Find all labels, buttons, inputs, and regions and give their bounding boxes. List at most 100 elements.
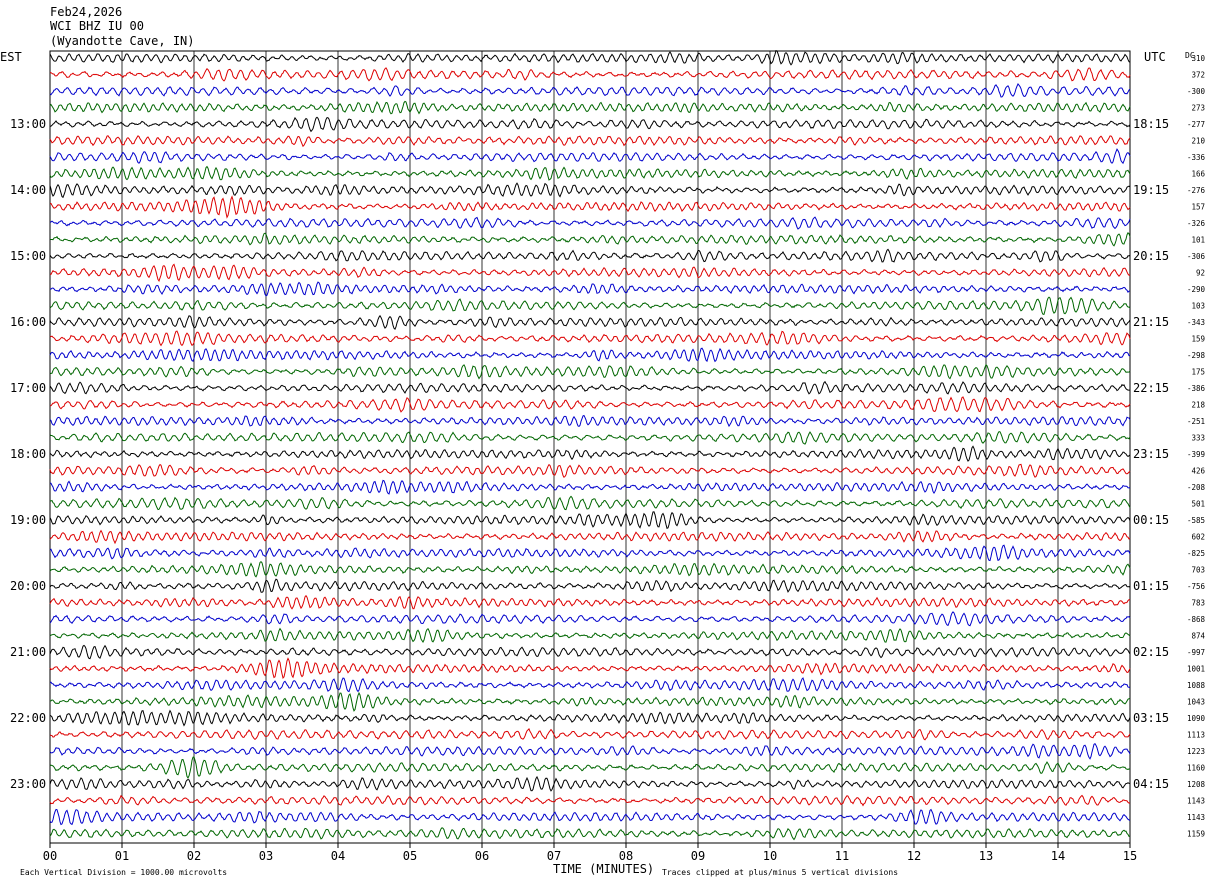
x-tick-label: 10: [763, 849, 777, 863]
left-hour-label: 14:00: [10, 183, 46, 197]
left-hour-label: 18:00: [10, 447, 46, 461]
dc-offset-label: -336: [1187, 153, 1206, 162]
seismic-trace: [49, 100, 1131, 115]
dc-offset-label: 159: [1191, 335, 1205, 344]
dc-offset-labels: 310 372 -300 273 -277 210 -336 166 -276 157 -326 10…: [1187, 54, 1206, 839]
scale-note: Each Vertical Division = 1000.00 microvo…: [20, 868, 227, 877]
dc-offset-label: -997: [1187, 648, 1205, 657]
seismic-trace: [49, 67, 1131, 82]
seismic-trace: [49, 756, 1131, 779]
x-tick-label: 01: [115, 849, 129, 863]
dc-offset-label: -585: [1187, 516, 1205, 525]
left-hour-label: 23:00: [10, 777, 46, 791]
x-tick-label: 07: [547, 849, 561, 863]
plot-frame: [49, 50, 1131, 844]
x-tick-label: 15: [1123, 849, 1137, 863]
right-hour-label: 22:15: [1133, 381, 1169, 395]
seismic-trace: [49, 165, 1131, 181]
seismic-trace: [49, 263, 1131, 282]
seismic-trace: [49, 529, 1131, 545]
right-hour-label: 04:15: [1133, 777, 1169, 791]
dc-offset-label: 210: [1191, 137, 1205, 146]
dc-offset-label: 1113: [1187, 731, 1205, 740]
seismic-trace: [49, 677, 1131, 693]
dc-offset-label: 1001: [1187, 665, 1205, 674]
station-location: (Wyandotte Cave, IN): [50, 34, 195, 48]
seismic-trace: [49, 479, 1131, 495]
seismic-trace: [49, 232, 1131, 247]
seismic-trace: [49, 794, 1131, 807]
seismic-trace: [49, 50, 1131, 66]
dc-offset-header: DC: [1185, 51, 1195, 60]
right-hour-label: 18:15: [1133, 117, 1169, 131]
x-tick-label: 06: [475, 849, 489, 863]
right-hour-labels: 18:15 19:15 20:15 21:15 22:15 23:15 00:15 01:15…: [1133, 117, 1169, 791]
seismic-trace: [49, 380, 1131, 395]
seismic-trace: [49, 314, 1131, 331]
dc-offset-label: 1160: [1187, 764, 1206, 773]
dc-offset-label: 703: [1191, 566, 1205, 575]
dc-offset-label: 1043: [1187, 698, 1205, 707]
right-hour-label: 23:15: [1133, 447, 1169, 461]
seismic-trace: [49, 495, 1131, 511]
seismic-trace: [49, 775, 1131, 792]
dc-offset-label: 1223: [1187, 747, 1205, 756]
dc-offset-label: 103: [1191, 302, 1205, 311]
left-timezone-label: EST: [0, 50, 22, 64]
dc-offset-label: -386: [1187, 384, 1206, 393]
right-hour-label: 01:15: [1133, 579, 1169, 593]
dc-offset-label: -399: [1187, 450, 1205, 459]
seismic-trace: [49, 544, 1131, 562]
dc-offset-label: 1090: [1187, 714, 1206, 723]
seismic-trace: [50, 281, 1131, 297]
x-tick-label: 14: [1051, 849, 1065, 863]
x-tick-label: 11: [835, 849, 849, 863]
dc-offset-label: -300: [1187, 87, 1206, 96]
right-hour-label: 20:15: [1133, 249, 1169, 263]
dc-offset-label: 175: [1191, 368, 1205, 377]
x-axis-title: TIME (MINUTES): [553, 862, 654, 876]
seismic-trace: [49, 431, 1131, 445]
dc-offset-label: -825: [1187, 549, 1205, 558]
seismic-trace: [49, 644, 1131, 660]
seismic-traces: [49, 50, 1131, 841]
left-hour-label: 20:00: [10, 579, 46, 593]
dc-offset-label: 783: [1191, 599, 1205, 608]
seismic-trace: [49, 691, 1131, 712]
seismic-trace: [49, 396, 1131, 413]
seismic-trace: [49, 728, 1131, 741]
x-tick-label: 03: [259, 849, 273, 863]
seismic-trace: [49, 627, 1131, 643]
dc-offset-label: 602: [1191, 533, 1205, 542]
dc-offset-label: 273: [1191, 104, 1205, 113]
dc-offset-label: 1143: [1187, 813, 1205, 822]
dc-offset-label: 333: [1191, 434, 1205, 443]
dc-offset-label: 1208: [1187, 780, 1206, 789]
dc-offset-label: -277: [1187, 120, 1205, 129]
seismic-trace: [49, 248, 1131, 263]
dc-offset-label: 426: [1191, 467, 1205, 476]
dc-offset-label: 92: [1196, 269, 1205, 278]
seismic-trace: [49, 827, 1131, 841]
x-tick-label: 08: [619, 849, 633, 863]
plot-date: Feb24,2026: [50, 5, 122, 19]
dc-offset-label: 1088: [1187, 681, 1206, 690]
seismic-trace: [49, 148, 1131, 165]
seismic-trace: [49, 116, 1131, 133]
dc-offset-label: -868: [1187, 615, 1206, 624]
seismic-trace: [49, 578, 1131, 593]
seismic-trace: [49, 611, 1131, 627]
right-hour-label: 00:15: [1133, 513, 1169, 527]
dc-offset-label: -298: [1187, 351, 1206, 360]
dc-offset-label: 166: [1191, 170, 1205, 179]
dc-offset-label: 372: [1191, 71, 1205, 80]
dc-offset-label: 157: [1191, 203, 1205, 212]
dc-offset-label: 874: [1191, 632, 1205, 641]
dc-offset-label: 218: [1191, 401, 1205, 410]
dc-offset-label: -756: [1187, 582, 1206, 591]
dc-offset-label: -290: [1187, 285, 1206, 294]
dc-offset-label: -326: [1187, 219, 1206, 228]
seismic-trace: [49, 135, 1131, 148]
seismic-trace: [49, 808, 1131, 826]
x-tick-label: 05: [403, 849, 417, 863]
